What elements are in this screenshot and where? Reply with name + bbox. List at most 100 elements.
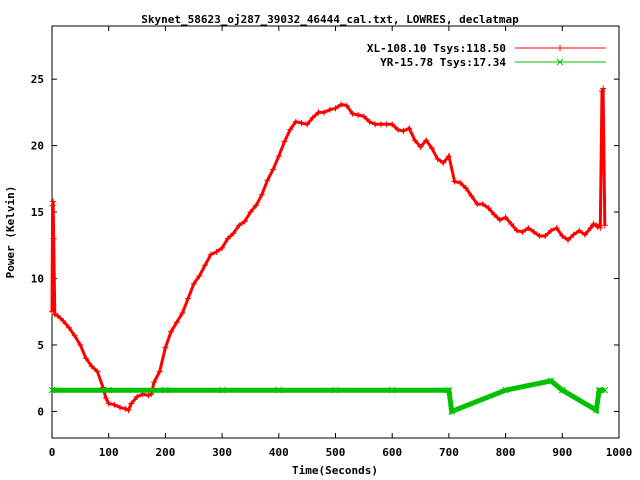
data-point [576, 227, 583, 234]
data-point [485, 205, 492, 212]
series-line-1 [52, 378, 605, 415]
x-tick-label: 400 [269, 446, 289, 459]
data-point [457, 179, 464, 186]
series-1 [48, 377, 609, 415]
data-point [71, 332, 78, 339]
series-layer [48, 85, 609, 415]
data-point [590, 221, 597, 228]
data-point [94, 368, 101, 375]
data-point [196, 272, 203, 279]
data-point [508, 221, 515, 228]
y-tick-label: 25 [31, 73, 44, 86]
x-tick-label: 700 [439, 446, 459, 459]
x-axis-label: Time(Seconds) [292, 464, 378, 477]
data-point [264, 177, 271, 184]
data-point [491, 211, 498, 218]
data-point [474, 201, 481, 208]
data-point [88, 363, 95, 370]
data-point [60, 318, 67, 325]
data-point [270, 166, 277, 173]
data-point [275, 386, 283, 394]
data-point [445, 386, 453, 394]
data-point [598, 88, 605, 95]
legend-marker [556, 58, 564, 66]
data-point [595, 386, 603, 394]
data-point [168, 328, 175, 335]
data-point [145, 392, 152, 399]
x-tick-label: 800 [496, 446, 516, 459]
data-point [434, 155, 441, 162]
data-point [332, 105, 339, 112]
data-point [388, 386, 396, 394]
data-point [423, 137, 430, 144]
x-tick-label: 900 [552, 446, 572, 459]
data-point [51, 311, 58, 318]
data-point [355, 112, 362, 119]
data-point [502, 214, 509, 221]
data-point [600, 85, 607, 92]
data-point [366, 118, 373, 125]
data-point [122, 405, 129, 412]
data-point [241, 218, 248, 225]
data-point [49, 202, 56, 209]
series-0 [49, 85, 608, 414]
data-point [547, 377, 555, 385]
data-point [343, 102, 350, 109]
data-point [50, 235, 57, 242]
data-point [105, 386, 113, 394]
data-point [315, 109, 322, 116]
data-point [275, 153, 282, 160]
data-point [587, 225, 594, 232]
data-point [525, 225, 532, 232]
data-point [50, 198, 57, 205]
data-point [102, 395, 109, 402]
data-point [281, 138, 288, 145]
data-point [536, 232, 543, 239]
data-point [502, 386, 509, 394]
x-tick-label: 100 [99, 446, 119, 459]
data-point [213, 248, 220, 255]
x-tick-label: 300 [212, 446, 232, 459]
axis-ticks: 0 100 200 300 400 500 600 700 800 900 1000 0 5 10 15 20… [31, 26, 633, 459]
data-point [553, 225, 560, 232]
data-point [360, 113, 367, 120]
y-axis-label: Power (Kelvin) [4, 186, 17, 279]
data-point [117, 404, 124, 411]
data-point [156, 368, 163, 375]
data-point [173, 319, 180, 326]
data-point [417, 143, 424, 150]
data-point [253, 202, 260, 209]
legend: XL-108.10 Tsys:118.50 YR-15.78 Tsys:17.3… [367, 42, 606, 69]
data-point [236, 222, 243, 229]
data-point [601, 222, 608, 229]
data-point [105, 400, 112, 407]
data-point [400, 127, 407, 134]
data-point [338, 101, 345, 108]
x-tick-label: 200 [155, 446, 175, 459]
data-point [462, 185, 469, 192]
data-point [468, 193, 475, 200]
data-point [349, 110, 356, 117]
data-point [83, 355, 90, 362]
data-point [190, 280, 197, 287]
data-point [111, 401, 118, 408]
series-line-0 [50, 87, 607, 413]
y-tick-label: 20 [31, 140, 44, 153]
data-point [597, 225, 604, 232]
data-point [202, 262, 209, 269]
data-point [570, 231, 577, 238]
data-point [287, 126, 294, 133]
data-point [377, 121, 384, 128]
legend-label-yr: YR-15.78 Tsys:17.34 [380, 56, 506, 69]
x-tick-label: 500 [326, 446, 346, 459]
data-point [479, 201, 486, 208]
data-point [406, 125, 413, 132]
data-point [54, 312, 61, 319]
data-point [596, 222, 603, 229]
x-tick-label: 1000 [606, 446, 633, 459]
data-point [247, 209, 254, 216]
data-point [304, 121, 311, 128]
data-point [298, 120, 305, 127]
data-point [128, 400, 135, 407]
data-point [309, 114, 316, 121]
